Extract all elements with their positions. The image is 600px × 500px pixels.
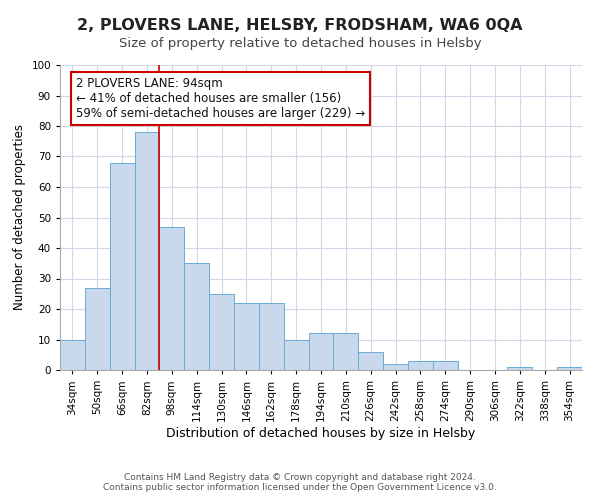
Bar xyxy=(134,132,160,370)
Bar xyxy=(60,340,85,370)
Bar xyxy=(408,361,433,370)
Bar xyxy=(110,162,134,370)
Bar xyxy=(184,263,209,370)
Bar xyxy=(209,294,234,370)
Text: 2 PLOVERS LANE: 94sqm
← 41% of detached houses are smaller (156)
59% of semi-det: 2 PLOVERS LANE: 94sqm ← 41% of detached … xyxy=(76,77,365,120)
Bar xyxy=(259,303,284,370)
Text: 2, PLOVERS LANE, HELSBY, FRODSHAM, WA6 0QA: 2, PLOVERS LANE, HELSBY, FRODSHAM, WA6 0… xyxy=(77,18,523,32)
Bar xyxy=(508,367,532,370)
Text: Contains HM Land Registry data © Crown copyright and database right 2024.: Contains HM Land Registry data © Crown c… xyxy=(124,474,476,482)
Y-axis label: Number of detached properties: Number of detached properties xyxy=(13,124,26,310)
Bar xyxy=(234,303,259,370)
Text: Contains public sector information licensed under the Open Government Licence v3: Contains public sector information licen… xyxy=(103,484,497,492)
Bar xyxy=(284,340,308,370)
Bar xyxy=(433,361,458,370)
Text: Size of property relative to detached houses in Helsby: Size of property relative to detached ho… xyxy=(119,38,481,51)
Bar xyxy=(383,364,408,370)
X-axis label: Distribution of detached houses by size in Helsby: Distribution of detached houses by size … xyxy=(166,426,476,440)
Bar xyxy=(334,334,358,370)
Bar xyxy=(557,367,582,370)
Bar xyxy=(85,288,110,370)
Bar xyxy=(308,334,334,370)
Bar xyxy=(358,352,383,370)
Bar xyxy=(160,226,184,370)
